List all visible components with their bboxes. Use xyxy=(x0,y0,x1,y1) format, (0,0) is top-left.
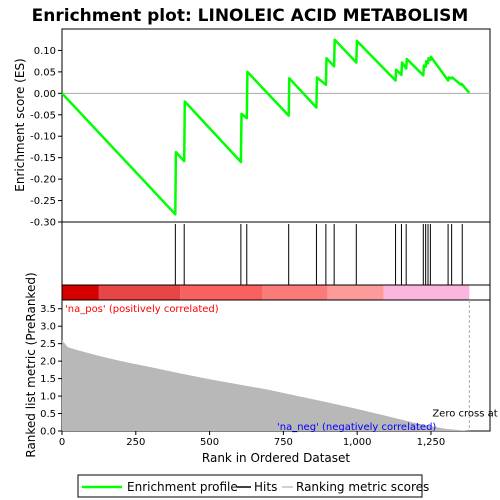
enrichment-y-label: Enrichment score (ES) xyxy=(13,58,27,191)
colorbar-segment xyxy=(262,285,328,300)
legend: Enrichment profile Hits Ranking metric s… xyxy=(77,474,429,498)
colorbar-segment xyxy=(180,285,263,300)
enrichment-plot-area xyxy=(61,28,491,223)
ranked-y-label: Ranked list metric (PreRanked) xyxy=(24,272,38,457)
ranked-y-tick-label: 0.0 xyxy=(40,427,56,438)
enrichment-y-tick-label: 0.00 xyxy=(34,89,56,100)
enrichment-panel: 0.10 0.05 0.00 -0.05 -0.10 -0.15 -0.20 -0.25 -0.… xyxy=(13,28,491,229)
enrichment-y-axis: 0.10 0.05 0.00 -0.05 -0.10 -0.15 -0.20 -0.25 -0.… xyxy=(30,46,62,229)
colorbar-segment xyxy=(327,285,384,300)
hits-plot-area xyxy=(61,221,491,286)
x-tick-label: 0 xyxy=(59,437,65,448)
ranked-y-tick-label: 3.5 xyxy=(40,304,56,315)
enrichment-y-tick-label: -0.15 xyxy=(30,153,56,164)
zero-cross-label: Zero cross at 1380 xyxy=(432,409,500,420)
legend-label-ranking: Ranking metric scores xyxy=(296,480,429,494)
colorbar-segment xyxy=(98,285,181,300)
x-tick-label: 500 xyxy=(200,437,219,448)
ranked-y-tick-label: 3.0 xyxy=(40,322,56,333)
ranking-metric-area xyxy=(62,340,470,431)
x-axis: 0 250 500 750 1,000 1,250 xyxy=(59,431,445,448)
ranked-y-tick-label: 2.5 xyxy=(40,339,56,350)
enrichment-y-tick-label: -0.20 xyxy=(30,175,56,186)
x-tick-label: 250 xyxy=(126,437,145,448)
legend-label-hits: Hits xyxy=(254,480,277,494)
positive-correlation-label: 'na_pos' (positively correlated) xyxy=(65,304,219,315)
chart-title: Enrichment plot: LINOLEIC ACID METABOLIS… xyxy=(32,6,469,26)
ranked-panel: Zero cross at 1380 'na_pos' (positively … xyxy=(24,272,500,465)
hits-panel xyxy=(61,221,491,286)
x-tick-label: 750 xyxy=(274,437,293,448)
hit-markers xyxy=(174,224,463,285)
enrichment-y-tick-label: -0.30 xyxy=(30,218,56,229)
enrichment-y-tick-label: -0.05 xyxy=(30,110,56,121)
x-axis-label: Rank in Ordered Dataset xyxy=(202,451,350,465)
enrichment-y-tick-label: 0.10 xyxy=(34,46,56,57)
ranked-y-tick-label: 1.0 xyxy=(40,392,56,403)
colorbar-segment xyxy=(62,285,99,300)
enrichment-y-tick-label: 0.05 xyxy=(34,67,56,78)
colorbar-segment xyxy=(383,285,470,300)
x-tick-label: 1,250 xyxy=(417,437,446,448)
legend-label-enrichment: Enrichment profile xyxy=(127,480,238,494)
legend-box xyxy=(77,474,423,498)
enrichment-y-tick-label: -0.10 xyxy=(30,132,56,143)
negative-correlation-label: 'na_neg' (negatively correlated) xyxy=(277,422,436,433)
ranked-y-axis: 0.0 0.5 1.0 1.5 2.0 2.5 3.0 3.5 xyxy=(40,304,62,438)
enrichment-y-tick-label: -0.25 xyxy=(30,196,56,207)
ranked-y-tick-label: 0.5 xyxy=(40,409,56,420)
x-tick-label: 1,000 xyxy=(343,437,372,448)
enrichment-profile-line xyxy=(61,38,471,216)
ranking-colorbar xyxy=(61,284,491,301)
ranked-y-tick-label: 2.0 xyxy=(40,357,56,368)
ranked-y-tick-label: 1.5 xyxy=(40,374,56,385)
